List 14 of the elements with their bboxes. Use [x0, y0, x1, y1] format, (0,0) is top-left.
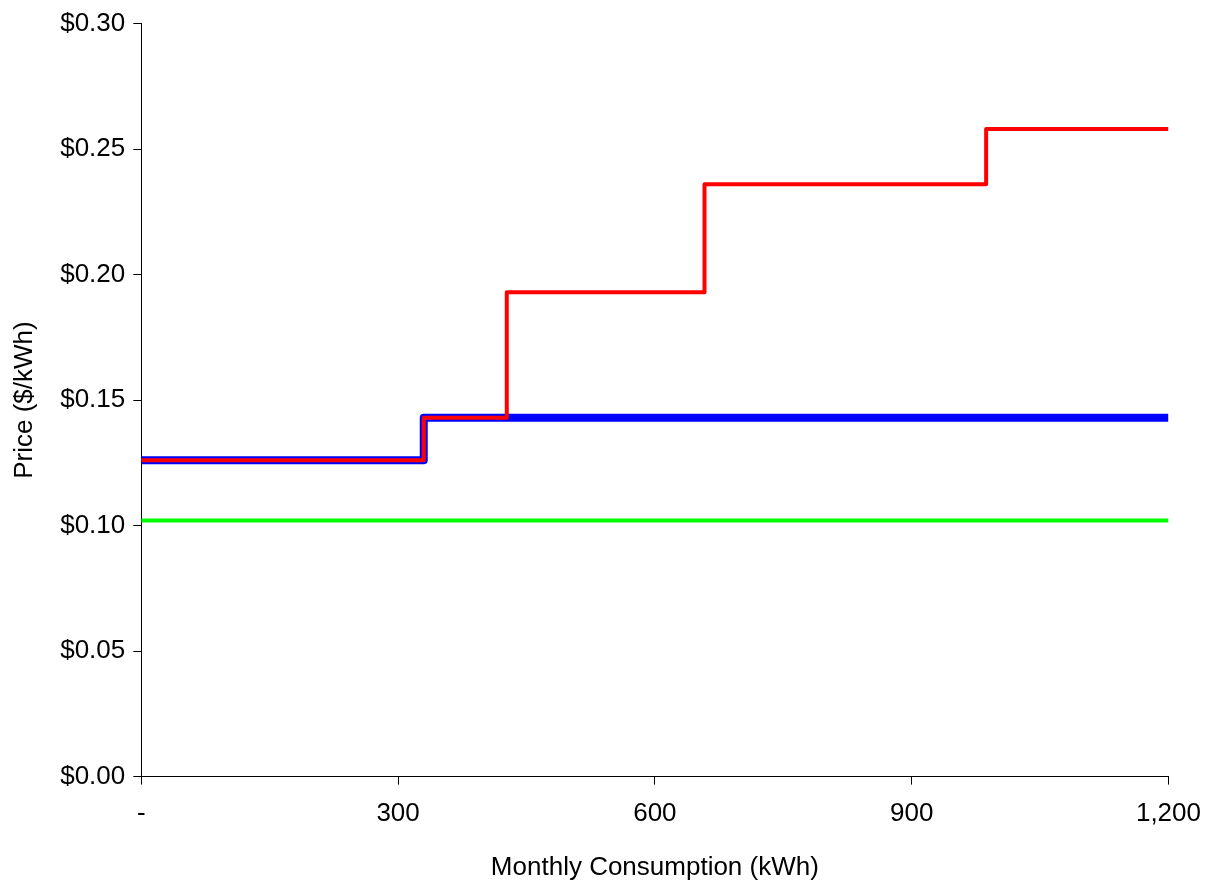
y-axis-title: Price ($/kWh) — [7, 321, 38, 479]
x-tick-label: 900 — [889, 797, 934, 828]
y-tick-label: $0.00 — [60, 759, 126, 790]
y-tick-label: $0.30 — [60, 6, 126, 37]
y-tick-label: $0.20 — [60, 257, 126, 288]
y-tick-label: $0.15 — [60, 383, 126, 414]
x-axis-title: Monthly Consumption (kWh) — [490, 850, 819, 881]
y-tick-label: $0.05 — [60, 634, 126, 665]
x-tick-label: - — [136, 797, 146, 828]
x-tick-label: 1,200 — [1135, 797, 1202, 828]
y-tick-label: $0.10 — [60, 508, 126, 539]
x-tick-label: 300 — [376, 797, 420, 828]
y-tick-label: $0.25 — [60, 132, 126, 163]
x-tick-label: 600 — [633, 797, 677, 828]
